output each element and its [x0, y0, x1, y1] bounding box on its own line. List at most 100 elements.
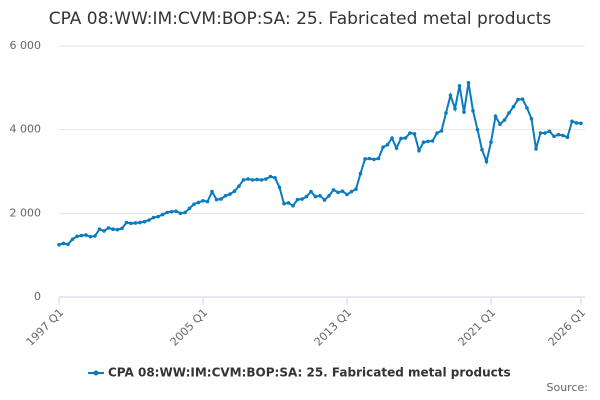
point	[565, 135, 570, 139]
point	[435, 131, 439, 135]
point	[102, 229, 106, 233]
point	[439, 129, 444, 133]
point	[57, 242, 61, 247]
point	[376, 156, 381, 161]
point	[516, 97, 520, 102]
point	[61, 241, 66, 246]
source: Source:	[547, 381, 589, 394]
point	[547, 129, 552, 134]
x-tick-label: 2021 Q1	[456, 306, 499, 349]
point	[498, 122, 502, 127]
point	[417, 148, 421, 153]
point	[282, 201, 286, 206]
point	[169, 209, 174, 214]
point	[421, 140, 426, 145]
series-line	[58, 82, 582, 246]
point	[219, 197, 223, 201]
point	[273, 175, 277, 180]
y-tick-label: 0	[34, 290, 41, 303]
point	[237, 184, 241, 188]
point	[570, 119, 574, 124]
point	[295, 197, 300, 202]
point	[210, 189, 214, 194]
point	[228, 192, 232, 196]
point	[129, 221, 133, 226]
point	[561, 133, 565, 138]
point	[115, 227, 120, 232]
point	[250, 178, 255, 182]
point	[304, 194, 309, 199]
point	[552, 134, 556, 139]
point	[268, 174, 273, 179]
point	[520, 97, 525, 101]
point	[187, 206, 192, 211]
point	[142, 219, 147, 224]
point	[138, 220, 142, 225]
point	[178, 211, 183, 216]
point	[493, 114, 498, 119]
point	[507, 111, 511, 115]
point	[385, 142, 390, 147]
point	[340, 189, 345, 193]
point	[183, 210, 187, 215]
point	[156, 214, 160, 219]
point	[232, 189, 237, 193]
point	[489, 140, 493, 145]
legend-marker	[93, 370, 99, 376]
point	[471, 109, 475, 113]
point	[75, 234, 79, 239]
point	[70, 237, 75, 242]
y-tick-label: 2 000	[10, 206, 42, 219]
point	[84, 233, 88, 237]
point	[453, 106, 457, 111]
point	[246, 177, 250, 181]
x-tick-label: 1997 Q1	[24, 306, 67, 349]
point	[502, 118, 507, 122]
point	[277, 185, 282, 190]
point	[327, 193, 331, 198]
point	[408, 131, 412, 135]
y-tick-label: 4 000	[10, 123, 42, 136]
point	[201, 198, 205, 203]
chart-title: CPA 08:WW:IM:CVM:BOP:SA: 25. Fabricated …	[49, 9, 552, 29]
point	[255, 177, 259, 182]
point	[151, 215, 156, 220]
point	[399, 136, 403, 141]
point	[412, 132, 417, 136]
y-tick-label: 6 000	[10, 39, 42, 52]
point	[349, 189, 354, 194]
point	[426, 139, 430, 144]
point	[574, 121, 579, 125]
point	[372, 157, 376, 162]
point	[192, 202, 196, 206]
point	[300, 197, 304, 201]
point	[403, 136, 408, 140]
point	[93, 234, 97, 238]
point	[97, 227, 102, 232]
point	[241, 178, 246, 182]
point	[309, 189, 313, 194]
point	[286, 201, 291, 205]
point	[529, 116, 534, 121]
point	[291, 204, 295, 208]
point	[120, 226, 124, 231]
point	[511, 104, 516, 109]
point	[133, 221, 138, 225]
point	[331, 188, 336, 192]
point	[394, 146, 399, 150]
point	[174, 209, 178, 214]
point	[363, 157, 367, 161]
point	[543, 131, 547, 135]
point	[214, 197, 219, 202]
point	[336, 190, 340, 195]
point	[196, 200, 201, 205]
point	[66, 242, 70, 247]
point	[88, 234, 93, 239]
point	[484, 159, 489, 164]
point	[367, 156, 372, 161]
point	[390, 136, 394, 140]
point	[354, 187, 358, 191]
x-tick-label: 2026 Q1	[546, 306, 589, 349]
point	[480, 147, 484, 152]
legend-label: CPA 08:WW:IM:CVM:BOP:SA: 25. Fabricated …	[108, 366, 511, 380]
